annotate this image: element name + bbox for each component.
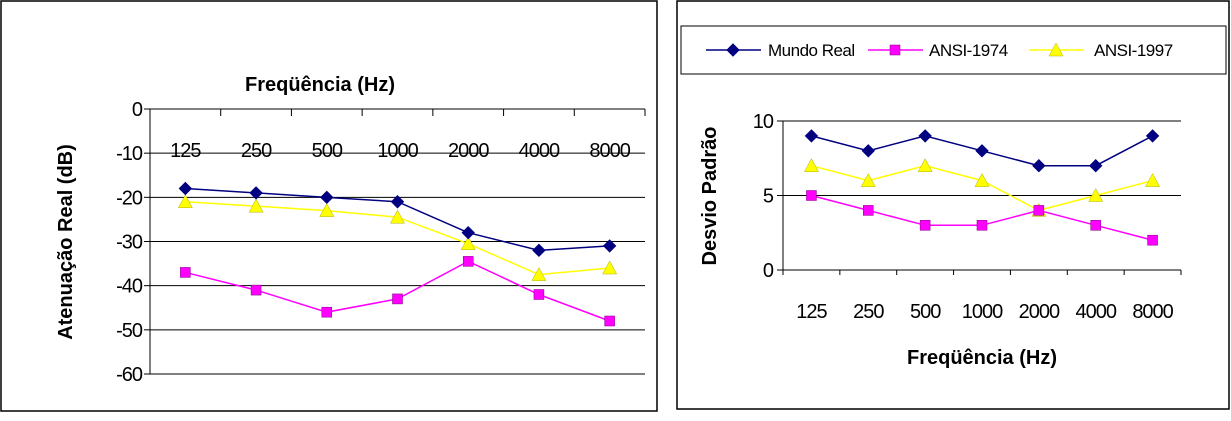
data-point	[321, 306, 333, 318]
data-point	[248, 198, 264, 213]
x-tick-label: 500	[312, 140, 343, 162]
y-tick-label: 0	[132, 99, 143, 121]
x-tick-label: 500	[910, 301, 941, 323]
data-point	[917, 158, 933, 172]
x-tick-label: 2000	[448, 140, 489, 162]
data-point	[1033, 205, 1045, 216]
data-point	[602, 260, 618, 275]
y-tick-label: -20	[116, 187, 143, 209]
data-point	[976, 220, 988, 231]
data-point	[319, 203, 335, 217]
data-point	[392, 293, 403, 305]
legend-label: ANSI-1974	[929, 41, 1008, 60]
y-tick-label: 5	[763, 186, 774, 208]
x-tick-label: 8000	[589, 140, 630, 162]
legend-label: ANSI-1997	[1094, 41, 1173, 60]
x-tick-label: 1000	[377, 140, 418, 162]
y-tick-label: -60	[116, 364, 143, 386]
data-point	[861, 144, 875, 158]
x-axis-title: Freqüência (Hz)	[907, 347, 1057, 369]
std-deviation-chart-svg: Desvio Padrão Freqüência (Hz) Mundo Real…	[676, 0, 1230, 410]
data-point	[1089, 158, 1103, 173]
y-tick-label: -30	[116, 232, 143, 254]
y-tick-label: -50	[116, 320, 143, 342]
data-point	[1032, 158, 1046, 173]
data-point	[602, 239, 617, 253]
data-point	[974, 173, 990, 187]
x-tick-label: 250	[853, 301, 884, 323]
data-point	[320, 190, 334, 205]
data-point	[533, 289, 545, 300]
attenuation-chart-svg: Freqüência (Hz) Atenuação Real (dB) 0 -10…	[0, 0, 658, 412]
x-tick-label: 250	[241, 140, 272, 162]
data-point	[177, 194, 193, 208]
data-point	[919, 220, 931, 231]
data-point	[804, 129, 819, 143]
data-point	[1145, 173, 1160, 187]
data-point	[180, 267, 191, 278]
data-point	[918, 129, 932, 143]
legend-marker	[726, 43, 740, 57]
y-axis-title: Desvio Padrão	[699, 127, 721, 266]
data-point	[1088, 187, 1104, 202]
legend-marker	[1048, 42, 1064, 57]
data-point	[462, 256, 474, 267]
data-point	[178, 181, 193, 196]
y-tick-label: 10	[753, 111, 774, 133]
data-point	[804, 158, 819, 172]
data-point	[860, 173, 876, 187]
x-tick-label: 4000	[519, 140, 560, 162]
data-point	[461, 225, 475, 240]
x-tick-label: 1000	[962, 301, 1003, 323]
data-point	[390, 195, 405, 209]
y-tick-label: -10	[116, 143, 143, 165]
data-point	[532, 243, 546, 258]
y-tick-label: 0	[763, 260, 774, 282]
data-point	[531, 267, 547, 281]
data-point	[249, 186, 263, 200]
x-tick-label: 4000	[1075, 301, 1116, 323]
legend-label: Mundo Real	[768, 41, 855, 60]
x-tick-label: 2000	[1019, 301, 1060, 323]
y-axis-title: Atenuação Real (dB)	[55, 144, 77, 340]
x-tick-label: 125	[796, 301, 827, 323]
data-point	[1145, 129, 1160, 143]
legend-marker	[889, 44, 901, 56]
data-point	[604, 315, 615, 327]
data-point	[390, 209, 405, 224]
legend: Mundo Real ANSI-1974 ANSI-1997	[680, 25, 1227, 75]
legend-box	[680, 25, 1227, 75]
chart-border	[0, 0, 658, 412]
data-point	[460, 236, 476, 250]
attenuation-chart: Freqüência (Hz) Atenuação Real (dB) 0 -10…	[0, 0, 658, 412]
data-point	[1090, 220, 1101, 231]
data-point	[863, 205, 874, 216]
std-deviation-chart: Desvio Padrão Freqüência (Hz) Mundo Real…	[676, 0, 1231, 416]
data-point	[975, 144, 989, 158]
data-point	[1147, 234, 1158, 246]
x-tick-label: 125	[170, 140, 201, 162]
data-point	[250, 284, 262, 296]
y-tick-label: -40	[116, 276, 143, 298]
data-point	[806, 190, 817, 201]
chart-title: Freqüência (Hz)	[245, 74, 395, 96]
x-tick-label: 8000	[1132, 301, 1173, 323]
